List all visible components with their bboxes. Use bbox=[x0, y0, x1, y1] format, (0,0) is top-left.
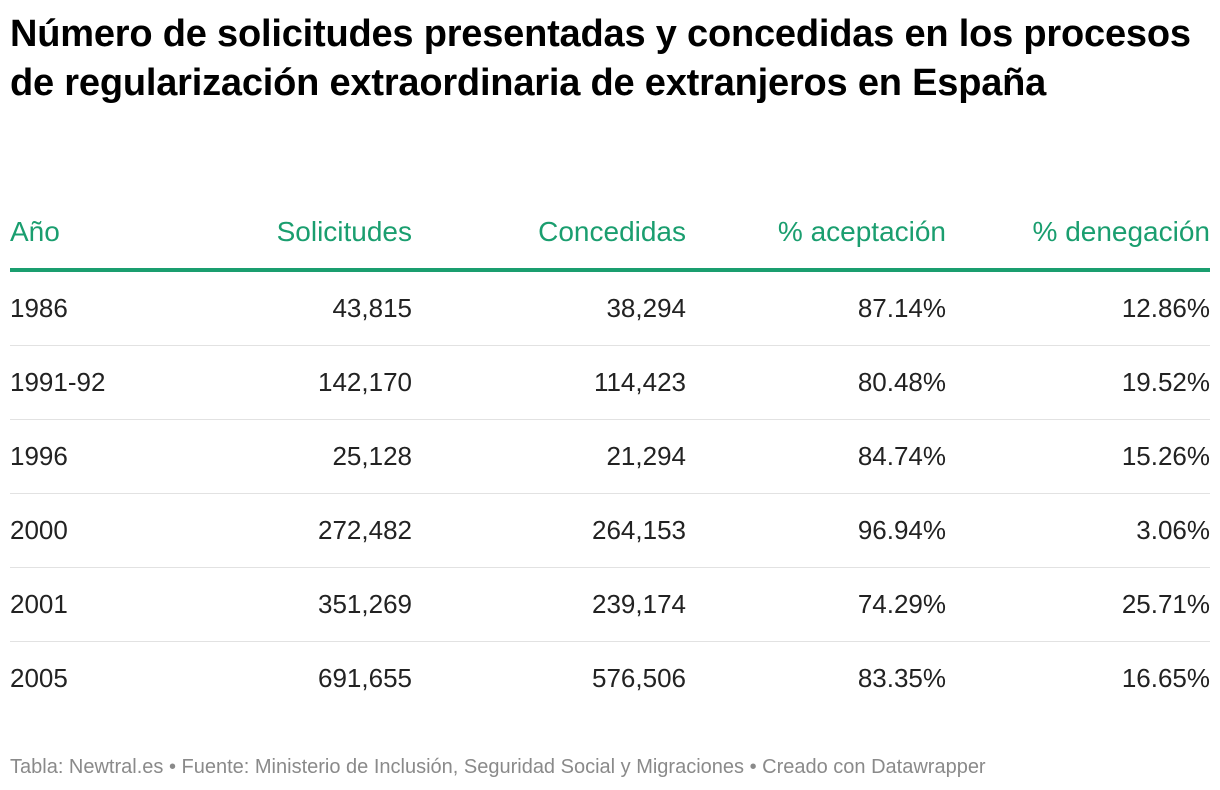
table-row: 2001 351,269 239,174 74.29% 25.71% bbox=[10, 567, 1210, 642]
chart-title: Número de solicitudes presentadas y conc… bbox=[10, 13, 1191, 104]
cell-year: 2000 bbox=[10, 493, 150, 568]
cell-year: 1986 bbox=[10, 270, 150, 346]
cell-denegacion: 19.52% bbox=[946, 345, 1210, 420]
cell-aceptacion: 87.14% bbox=[686, 270, 946, 346]
cell-year: 1996 bbox=[10, 419, 150, 494]
source-footer: Tabla: Newtral.es • Fuente: Ministerio d… bbox=[10, 756, 986, 778]
data-table: Año Solicitudes Concedidas % aceptación … bbox=[10, 196, 1210, 715]
cell-denegacion: 12.86% bbox=[946, 270, 1210, 346]
cell-solicitudes: 142,170 bbox=[150, 345, 412, 420]
column-header-solicitudes: Solicitudes bbox=[150, 196, 412, 272]
cell-concedidas: 38,294 bbox=[412, 270, 686, 346]
cell-year: 1991-92 bbox=[10, 345, 150, 420]
table-row: 2005 691,655 576,506 83.35% 16.65% bbox=[10, 642, 1210, 716]
cell-concedidas: 114,423 bbox=[412, 345, 686, 420]
table-row: 2000 272,482 264,153 96.94% 3.06% bbox=[10, 493, 1210, 568]
cell-year: 2005 bbox=[10, 663, 68, 693]
cell-aceptacion: 96.94% bbox=[686, 493, 946, 568]
cell-aceptacion: 74.29% bbox=[686, 567, 946, 642]
cell-solicitudes: 272,482 bbox=[150, 493, 412, 568]
table-row: 1996 25,128 21,294 84.74% 15.26% bbox=[10, 419, 1210, 494]
table-row: 1986 43,815 38,294 87.14% 12.86% bbox=[10, 270, 1210, 346]
cell-solicitudes: 691,655 bbox=[318, 663, 412, 693]
table-header-row: Año Solicitudes Concedidas % aceptación … bbox=[10, 196, 1210, 272]
cell-aceptacion: 80.48% bbox=[686, 345, 946, 420]
column-header-concedidas: Concedidas bbox=[412, 196, 686, 272]
table-row: 1991-92 142,170 114,423 80.48% 19.52% bbox=[10, 345, 1210, 420]
cell-solicitudes: 25,128 bbox=[150, 419, 412, 494]
cell-year: 2001 bbox=[10, 567, 150, 642]
cell-aceptacion: 84.74% bbox=[686, 419, 946, 494]
cell-concedidas: 576,506 bbox=[592, 663, 686, 693]
column-header-aceptacion: % aceptación bbox=[686, 196, 946, 272]
cell-denegacion: 3.06% bbox=[946, 493, 1210, 568]
cell-aceptacion: 83.35% bbox=[857, 663, 946, 693]
cell-concedidas: 21,294 bbox=[412, 419, 686, 494]
cell-concedidas: 239,174 bbox=[412, 567, 686, 642]
cell-denegacion: 16.65% bbox=[1121, 663, 1210, 693]
cell-denegacion: 15.26% bbox=[946, 419, 1210, 494]
cell-concedidas: 264,153 bbox=[412, 493, 686, 568]
cell-solicitudes: 351,269 bbox=[150, 567, 412, 642]
column-header-denegacion: % denegación bbox=[946, 196, 1210, 272]
column-header-year: Año bbox=[10, 196, 150, 272]
cell-solicitudes: 43,815 bbox=[150, 270, 412, 346]
cell-denegacion: 25.71% bbox=[946, 567, 1210, 642]
